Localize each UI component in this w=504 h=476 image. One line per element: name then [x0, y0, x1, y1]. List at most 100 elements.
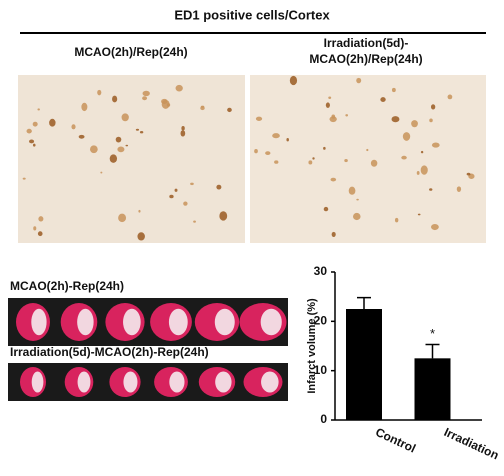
cell: [348, 186, 356, 195]
infarct: [123, 371, 138, 393]
cell: [183, 201, 188, 206]
x-tick-label: Control: [373, 425, 418, 456]
cell: [200, 106, 205, 111]
infarct: [260, 308, 282, 336]
infarct: [215, 371, 232, 393]
cell: [429, 118, 433, 123]
cell: [329, 116, 337, 123]
cell: [401, 155, 407, 160]
micrograph: [250, 75, 486, 243]
cell: [138, 209, 141, 213]
cell: [32, 143, 36, 147]
cell: [254, 149, 258, 154]
cell: [142, 90, 150, 97]
cell: [411, 120, 418, 128]
cell: [274, 160, 279, 164]
cell: [112, 95, 118, 103]
cell: [430, 104, 436, 110]
cell: [466, 172, 471, 176]
cell: [81, 102, 88, 112]
micrograph: [18, 75, 245, 243]
cell: [429, 188, 433, 191]
cell: [417, 213, 421, 216]
cell: [26, 128, 32, 134]
cell: [330, 177, 337, 182]
cell: [394, 217, 399, 223]
cell: [286, 138, 289, 142]
bar: [346, 309, 382, 420]
y-tick-label: 20: [314, 314, 328, 328]
infarct: [168, 308, 188, 336]
cell: [49, 118, 56, 127]
cell: [174, 188, 178, 192]
cell: [356, 198, 359, 201]
significance-marker: *: [430, 326, 435, 341]
cell: [345, 114, 349, 117]
cell: [180, 130, 186, 137]
cell: [142, 96, 148, 101]
cell: [33, 226, 37, 231]
cell: [255, 116, 263, 121]
slice-strip: [8, 363, 288, 401]
infarct: [214, 308, 235, 336]
cell: [135, 128, 140, 131]
micrograph-label: MCAO(2h)/Rep(24h): [74, 45, 187, 59]
cell: [391, 87, 396, 93]
cell: [115, 136, 122, 143]
cell: [323, 146, 326, 150]
cell: [370, 159, 378, 167]
cell: [456, 186, 462, 192]
y-tick-label: 30: [314, 264, 328, 278]
cell: [227, 107, 232, 113]
cell: [22, 177, 26, 180]
cell: [109, 154, 118, 163]
cell: [38, 216, 44, 222]
cell: [193, 220, 196, 223]
cell: [366, 148, 369, 152]
cell: [169, 194, 174, 199]
cell: [125, 144, 129, 147]
cell: [89, 145, 98, 154]
infarct: [31, 308, 47, 336]
cell: [219, 211, 228, 221]
y-tick-label: 10: [314, 363, 328, 377]
infarct: [169, 371, 185, 393]
cell: [265, 151, 271, 156]
cell: [216, 184, 222, 190]
cell: [117, 146, 125, 153]
cell: [402, 132, 411, 141]
infarct: [77, 371, 91, 393]
cell: [431, 223, 439, 231]
cell: [344, 159, 348, 163]
micrograph-label: MCAO(2h)/Rep(24h): [309, 52, 422, 66]
cell: [312, 157, 315, 160]
bar: [414, 358, 451, 420]
cell: [139, 130, 144, 134]
cell: [323, 206, 329, 212]
cell: [431, 142, 440, 148]
cell: [190, 182, 194, 186]
cell: [71, 124, 76, 130]
cell: [175, 84, 183, 92]
y-axis-label: Infarct volume (%): [306, 298, 318, 394]
cell: [289, 75, 298, 86]
micrograph-label: Irradiation(5d)-: [324, 36, 409, 50]
infarct: [77, 308, 94, 336]
cell: [118, 213, 127, 223]
cell: [32, 121, 38, 127]
slice-label: MCAO(2h)-Rep(24h): [10, 279, 124, 293]
slice-label: Irradiation(5d)-MCAO(2h)-Rep(24h): [10, 345, 209, 359]
infarct: [31, 371, 44, 393]
cell: [97, 89, 102, 96]
figure-title: ED1 positive cells/Cortex: [174, 7, 330, 22]
cell: [416, 171, 420, 175]
cell: [181, 126, 185, 131]
x-tick-label: Irradiation: [442, 425, 501, 462]
cell: [29, 139, 35, 144]
cell: [353, 212, 361, 221]
cell: [328, 96, 332, 100]
cell: [391, 116, 400, 123]
cell: [420, 165, 428, 175]
cell: [137, 232, 145, 241]
